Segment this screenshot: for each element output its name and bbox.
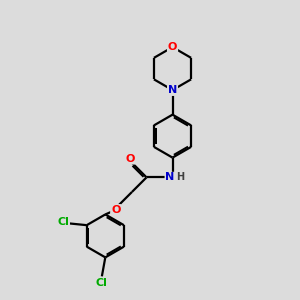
Text: O: O [111,205,120,215]
Text: N: N [165,172,174,182]
Text: O: O [168,42,177,52]
Text: H: H [176,172,184,182]
Text: O: O [126,154,135,164]
Text: N: N [168,85,177,95]
Text: Cl: Cl [96,278,108,288]
Text: Cl: Cl [57,217,69,227]
